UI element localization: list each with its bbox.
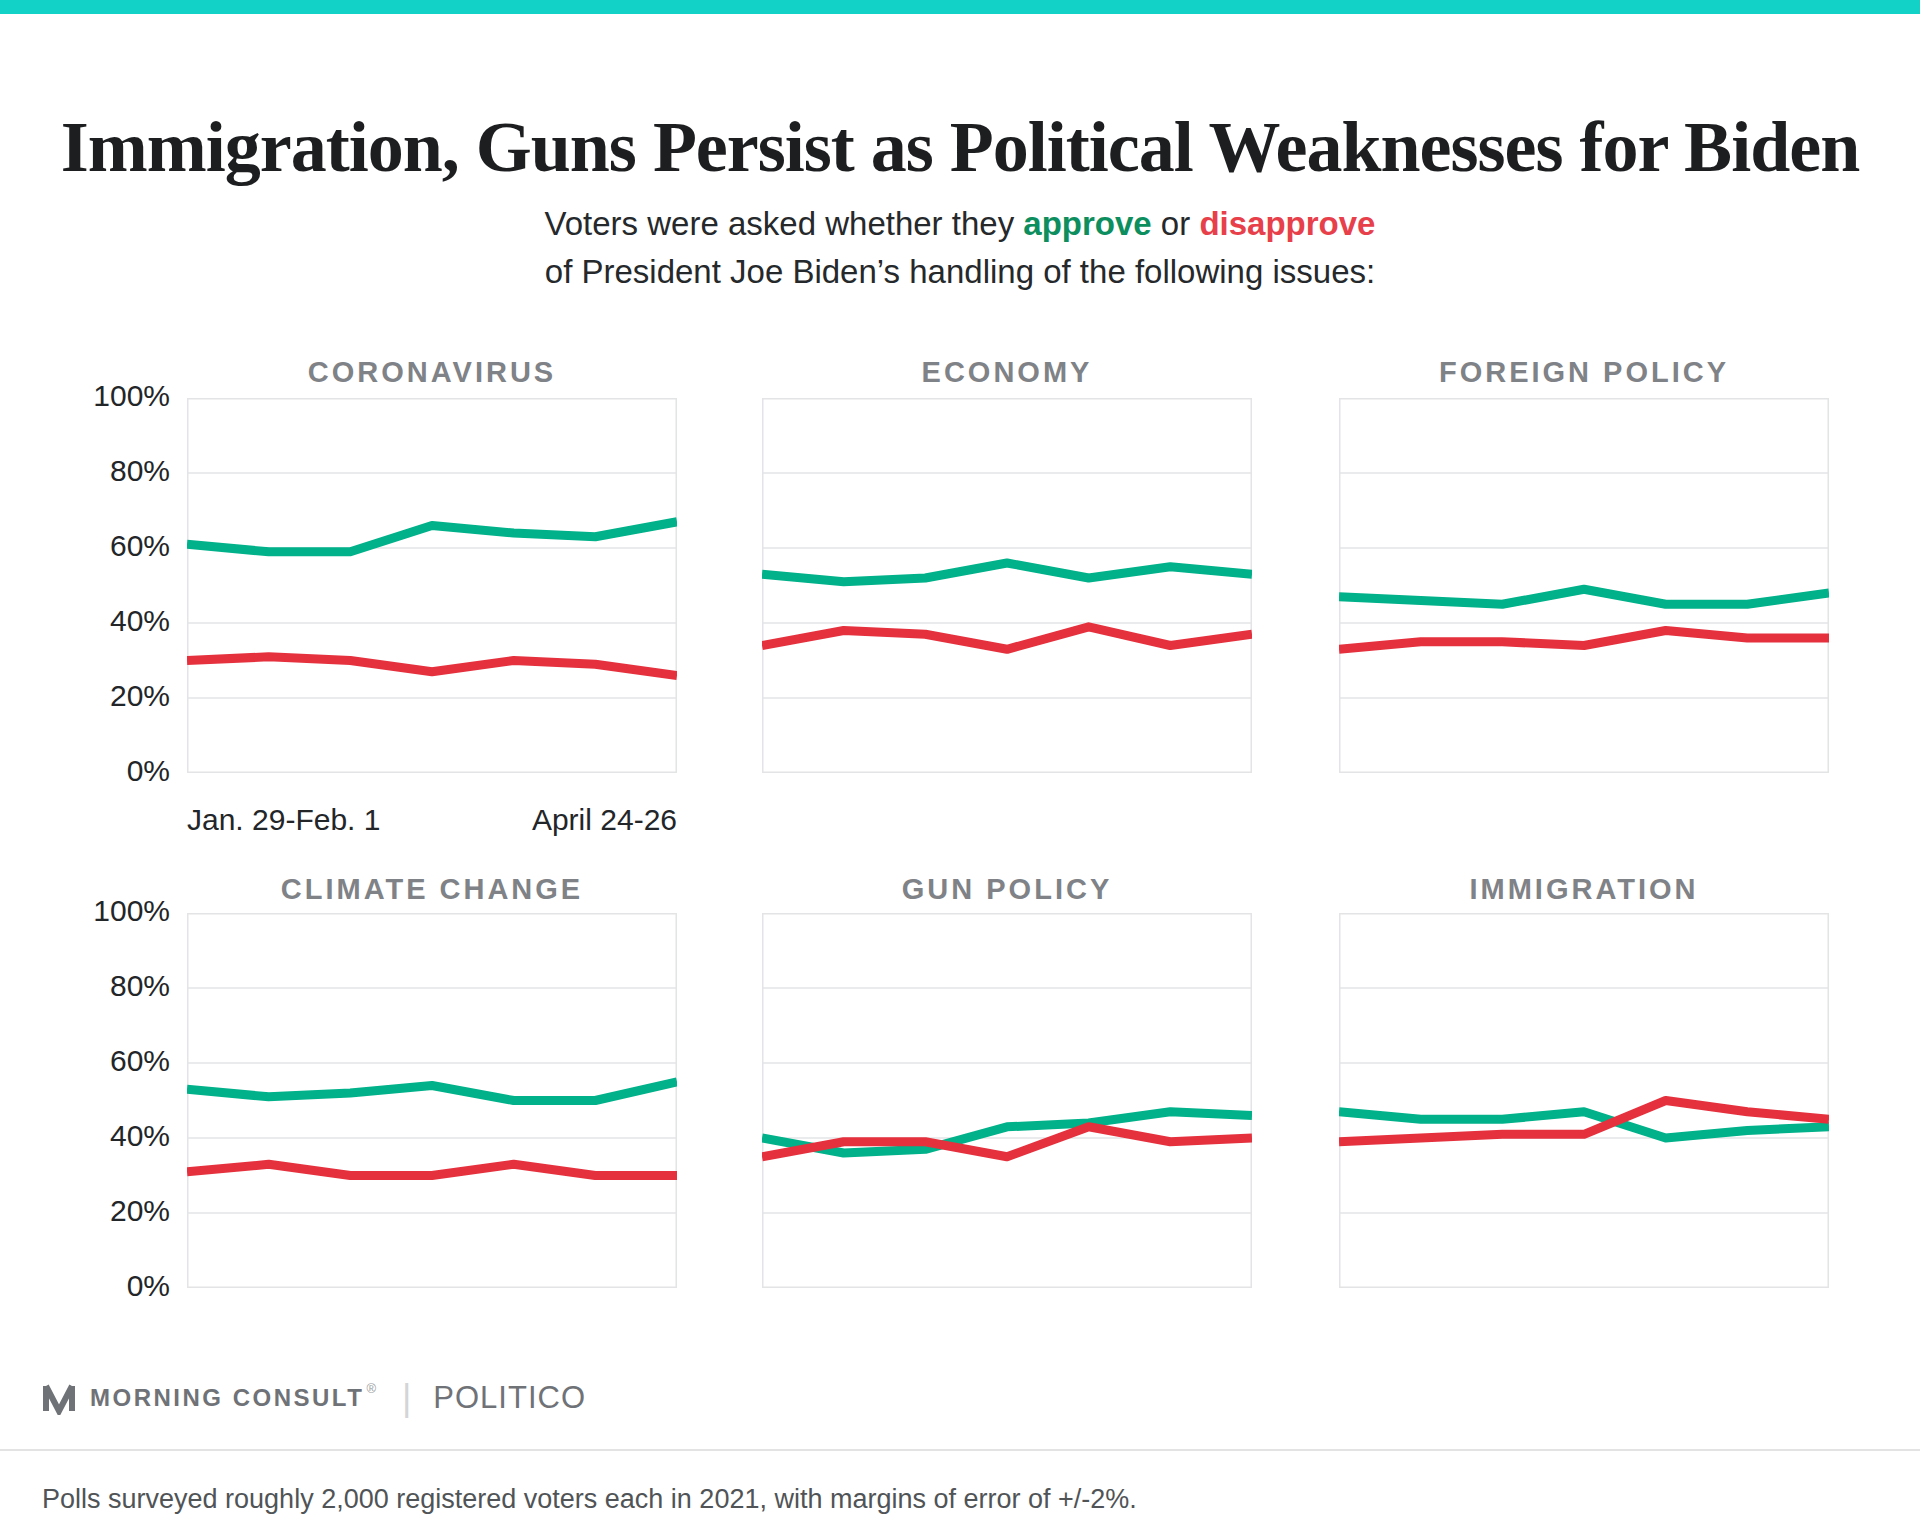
y-axis-tick-label: 20% — [40, 679, 170, 713]
morning-consult-wordmark: MORNING CONSULT — [90, 1384, 364, 1412]
accent-top-bar — [0, 0, 1920, 14]
chart-title-gun-policy: GUN POLICY — [762, 873, 1252, 906]
footer-divider — [0, 1449, 1920, 1451]
y-axis-tick-label: 60% — [40, 529, 170, 563]
subtitle: Voters were asked whether they approve o… — [0, 200, 1920, 296]
y-axis-tick-label: 100% — [40, 894, 170, 928]
politico-wordmark: POLITICO — [433, 1380, 586, 1416]
chart-title-coronavirus: CORONAVIRUS — [187, 356, 677, 389]
immigration-plot — [1339, 913, 1829, 1288]
chart-title-foreign-policy: FOREIGN POLICY — [1339, 356, 1829, 389]
y-axis-tick-label: 80% — [40, 454, 170, 488]
subtitle-text-mid: or — [1152, 205, 1200, 242]
y-axis-tick-label: 40% — [40, 604, 170, 638]
footer-logos: MORNING CONSULT ® | POLITICO — [42, 1378, 586, 1418]
chart-foreign-policy: FOREIGN POLICY — [1339, 356, 1829, 876]
y-axis-tick-label: 20% — [40, 1194, 170, 1228]
methodology-caption: Polls surveyed roughly 2,000 registered … — [42, 1484, 1742, 1515]
approve-line — [1339, 589, 1829, 604]
chart-economy: ECONOMY — [762, 356, 1252, 876]
y-axis-tick-label: 40% — [40, 1119, 170, 1153]
y-axis-tick-label: 0% — [40, 1269, 170, 1303]
gridlines — [187, 398, 677, 773]
logo-separator: | — [402, 1377, 411, 1419]
disapprove-line — [1339, 631, 1829, 650]
subtitle-line-1: Voters were asked whether they approve o… — [0, 200, 1920, 248]
chart-title-immigration: IMMIGRATION — [1339, 873, 1829, 906]
chart-coronavirus: CORONAVIRUS Jan. 29-Feb. 1 April 24-26 1… — [187, 356, 677, 876]
gridlines — [1339, 913, 1829, 1288]
foreign-policy-plot — [1339, 398, 1829, 773]
registered-trademark-symbol: ® — [366, 1381, 376, 1396]
chart-climate-change: CLIMATE CHANGE 100%80%60%40%20%0% — [187, 873, 677, 1353]
disapprove-line — [187, 657, 677, 676]
x-tick-first-poll: Jan. 29-Feb. 1 — [187, 803, 380, 837]
disapprove-line — [762, 627, 1252, 650]
economy-plot — [762, 398, 1252, 773]
gun-policy-plot — [762, 913, 1252, 1288]
morning-consult-m-icon — [42, 1381, 76, 1415]
y-axis-tick-label: 100% — [40, 379, 170, 413]
y-axis-tick-label: 60% — [40, 1044, 170, 1078]
y-axis-tick-label: 80% — [40, 969, 170, 1003]
gridlines — [762, 913, 1252, 1288]
subtitle-line-2: of President Joe Biden’s handling of the… — [0, 248, 1920, 296]
approve-keyword: approve — [1023, 205, 1151, 242]
approve-line — [187, 1082, 677, 1101]
y-axis-tick-label: 0% — [40, 754, 170, 788]
page-title: Immigration, Guns Persist as Political W… — [0, 106, 1920, 189]
disapprove-line — [187, 1164, 677, 1175]
chart-gun-policy: GUN POLICY — [762, 873, 1252, 1353]
chart-title-economy: ECONOMY — [762, 356, 1252, 389]
coronavirus-plot — [187, 398, 677, 773]
climate-change-plot — [187, 913, 677, 1288]
chart-immigration: IMMIGRATION — [1339, 873, 1829, 1353]
approve-line — [762, 563, 1252, 582]
chart-title-climate-change: CLIMATE CHANGE — [187, 873, 677, 906]
x-tick-last-poll: April 24-26 — [532, 803, 677, 837]
subtitle-text-pre: Voters were asked whether they — [545, 205, 1024, 242]
disapprove-keyword: disapprove — [1199, 205, 1375, 242]
